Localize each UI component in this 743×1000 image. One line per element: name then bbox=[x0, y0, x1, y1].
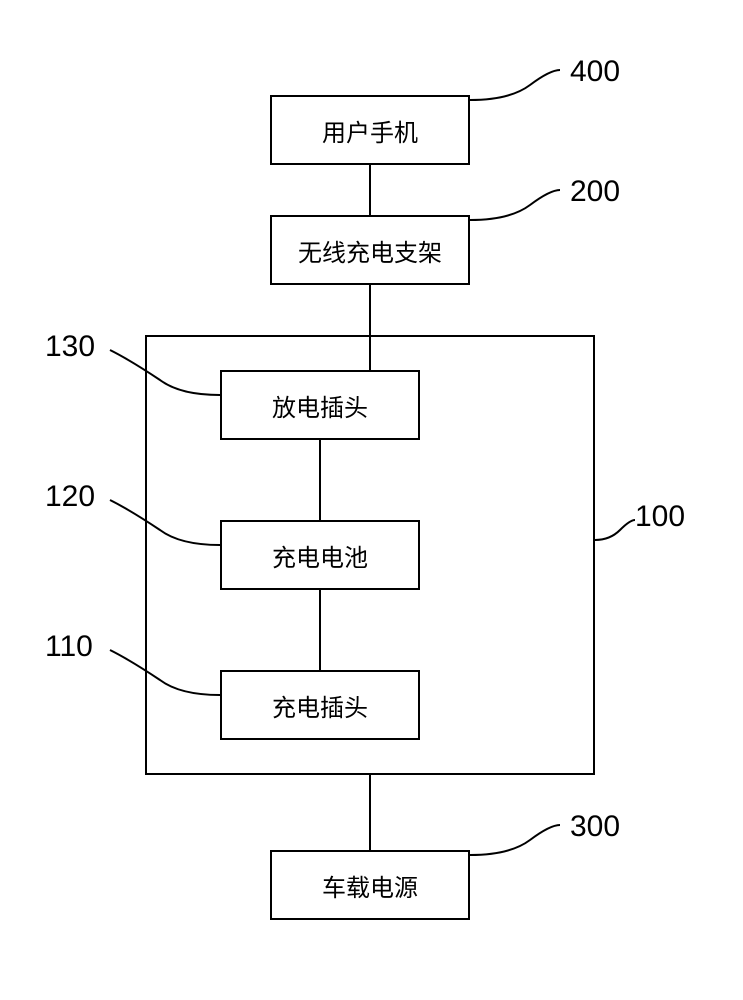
callout-130-label: 130 bbox=[45, 330, 95, 364]
callout-110-label: 110 bbox=[45, 630, 93, 664]
callout-300-curve bbox=[0, 0, 743, 1000]
callout-100-label: 100 bbox=[635, 500, 685, 534]
callout-200-label: 200 bbox=[570, 175, 620, 209]
callout-300-label: 300 bbox=[570, 810, 620, 844]
callout-120-label: 120 bbox=[45, 480, 95, 514]
callout-400-label: 400 bbox=[570, 55, 620, 89]
